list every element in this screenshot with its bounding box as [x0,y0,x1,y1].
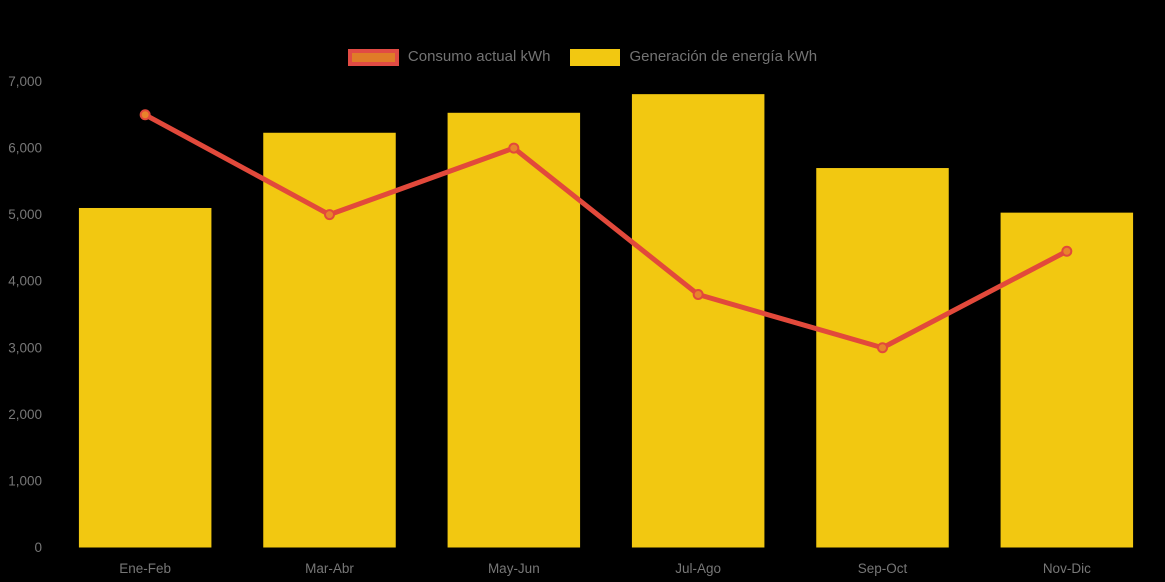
bar-nov-dic[interactable] [1000,212,1134,548]
marker-sep-oct[interactable] [877,342,888,354]
marker-mar-abr[interactable] [324,209,335,221]
y-axis-label: 1,000 [8,473,42,488]
y-axis-label: 4,000 [8,274,42,289]
bar-ene-feb[interactable] [78,207,212,548]
legend-label-consumo: Consumo actual kWh [407,48,551,65]
legend-item-consumo[interactable]: Consumo actual kWh [347,48,551,66]
x-axis-label: May-Jun [488,561,540,576]
x-axis-label: Jul-Ago [675,561,721,576]
y-axis-label: 5,000 [8,207,42,222]
legend: Consumo actual kWh Generación de energía… [0,48,1165,66]
legend-item-generacion[interactable]: Generación de energía kWh [570,48,817,66]
x-axis-label: Ene-Feb [119,561,171,576]
marker-ene-feb[interactable] [139,109,151,121]
generacion-bar-swatch-icon [570,48,621,66]
y-axis-label: 7,000 [8,74,42,89]
x-axis-label: Mar-Abr [305,561,354,576]
x-axis-label: Nov-Dic [1043,561,1091,576]
legend-label-generacion: Generación de energía kWh [629,48,818,65]
bar-may-jun[interactable] [447,112,581,548]
y-axis-label: 3,000 [8,340,42,355]
consumo-line-swatch-icon [347,48,399,66]
marker-nov-dic[interactable] [1061,245,1073,257]
bar-sep-oct[interactable] [816,168,949,548]
marker-jul-ago[interactable] [692,289,704,301]
bar-jul-ago[interactable] [631,94,765,548]
y-axis-label: 6,000 [8,141,42,156]
y-axis-label: 2,000 [8,407,42,422]
y-axis-label: 0 [34,540,42,555]
consumo-line [142,112,1070,351]
x-axis-label: Sep-Oct [858,561,908,576]
bar-mar-abr[interactable] [263,132,396,548]
marker-may-jun[interactable] [508,142,520,154]
